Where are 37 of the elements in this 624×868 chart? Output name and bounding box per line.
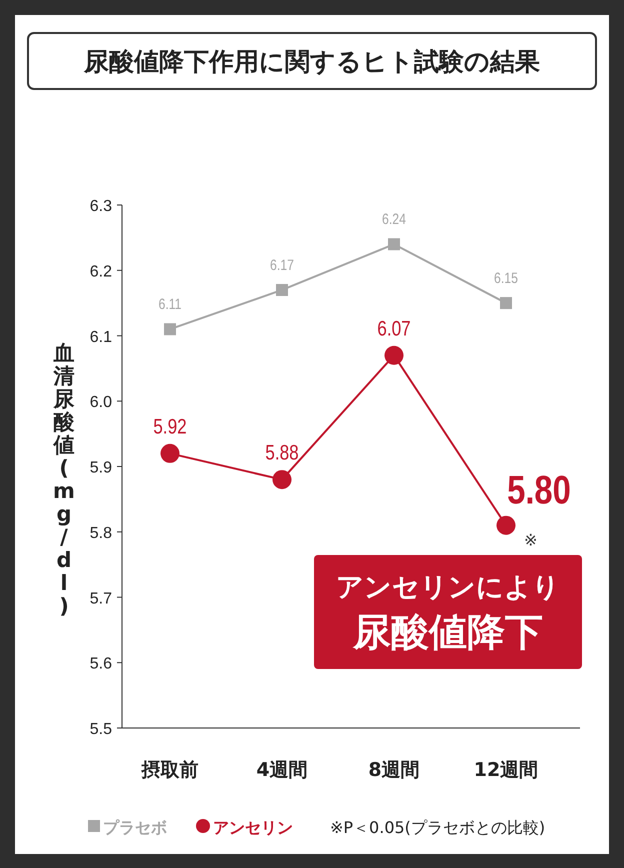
legend-label: アンセリン	[213, 818, 293, 837]
text: 5.92	[153, 416, 187, 439]
text: 血清尿酸値(mg/dl)	[53, 341, 75, 618]
text: 6.15	[494, 270, 518, 286]
text: 6.17	[270, 256, 294, 274]
y-tick-label: 6.1	[90, 328, 112, 346]
y-tick-label: 6.0	[90, 394, 112, 412]
y-tick-label: 6.3	[90, 198, 112, 215]
text: 5.88	[265, 442, 299, 466]
point	[276, 284, 288, 296]
legend-label: プラセボ	[103, 818, 167, 837]
text: 6.24	[382, 211, 406, 228]
point	[160, 444, 180, 463]
y-tick-label: 5.6	[90, 656, 112, 673]
chart-title: 尿酸値降下作用に関するヒト試験の結果	[83, 47, 540, 76]
text: 6.11	[158, 296, 182, 312]
point	[496, 516, 516, 535]
annotation: ※	[524, 530, 538, 550]
y-tick-label: 5.8	[90, 524, 112, 542]
x-tick-label: 12週間	[474, 759, 538, 781]
point	[388, 238, 400, 250]
y-tick-label: 5.5	[90, 721, 112, 738]
x-tick-label: 8週間	[368, 759, 420, 781]
y-tick-label: 5.9	[90, 460, 112, 476]
y-tick-label: 5.7	[90, 590, 112, 608]
x-tick-label: 摂取前	[140, 759, 198, 781]
point	[500, 297, 512, 310]
annotation: アンセリンにより	[336, 572, 560, 603]
x-tick-label: 4週間	[256, 759, 308, 781]
annotation: 尿酸値降下	[352, 610, 543, 654]
text: 5.80	[507, 467, 571, 512]
point	[164, 323, 176, 336]
text: 6.07	[377, 318, 411, 341]
point	[384, 346, 404, 365]
point	[272, 470, 292, 490]
text: ※P＜0.05(プラセボとの比較)	[330, 818, 546, 837]
y-tick-label: 6.2	[90, 263, 112, 280]
